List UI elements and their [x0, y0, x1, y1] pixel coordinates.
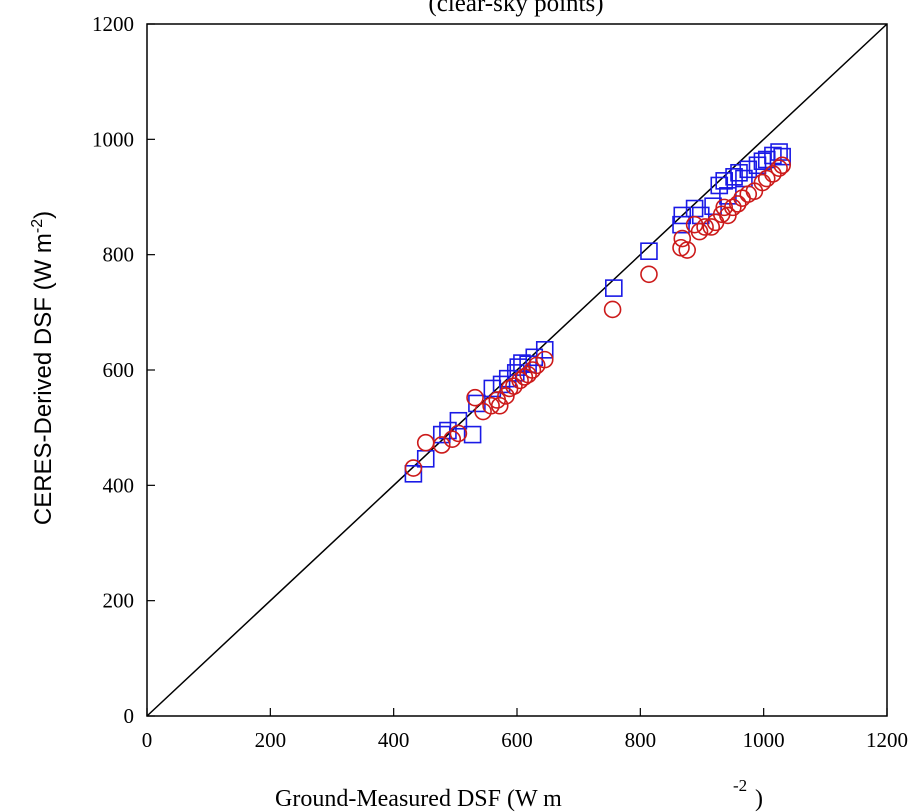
- circle-point: [416, 433, 435, 452]
- x-axis-label-superscript: -2: [733, 776, 747, 795]
- circle-point: [753, 173, 772, 192]
- square-point: [605, 279, 623, 297]
- y-axis-label-text: CERES-Derived DSF (W m-2): [29, 211, 57, 525]
- circle-point: [715, 198, 734, 217]
- circle-point: [482, 396, 500, 415]
- circle-point: [466, 388, 484, 407]
- y-axis-label: CERES-Derived DSF (W m-2): [29, 211, 57, 525]
- x-tick-label: 800: [625, 728, 657, 752]
- circle-point: [678, 241, 697, 259]
- square-point: [439, 421, 457, 440]
- circle-point: [535, 350, 554, 369]
- circle-point: [702, 218, 721, 236]
- circle-point: [640, 265, 658, 284]
- square-point: [748, 156, 767, 175]
- square-point: [483, 379, 502, 398]
- y-tick-label: 600: [103, 358, 135, 382]
- y-tick-label: 1200: [92, 12, 134, 36]
- circle-point: [523, 361, 542, 379]
- x-tick-label: 600: [501, 728, 533, 752]
- square-point: [535, 341, 554, 359]
- x-tick-label: 200: [255, 728, 287, 752]
- y-tick-label: 200: [103, 589, 135, 613]
- circle-point: [757, 169, 776, 188]
- y-tick-label: 0: [124, 704, 135, 728]
- square-point: [753, 152, 772, 171]
- circle-point: [432, 436, 451, 454]
- y-axis-label-main: CERES-Derived DSF (W m: [30, 233, 57, 525]
- circle-point: [673, 229, 692, 248]
- x-axis-label-close: ): [755, 786, 763, 812]
- circle-point: [404, 459, 423, 477]
- square-point: [404, 464, 423, 483]
- y-axis-label-close: ): [30, 211, 57, 219]
- x-tick-label: 0: [142, 728, 153, 752]
- circle-point: [443, 430, 462, 449]
- circle-point: [603, 300, 622, 319]
- one-to-one-line: [146, 23, 888, 717]
- y-tick-label: 400: [103, 473, 135, 497]
- square-point: [519, 355, 537, 374]
- x-axis-label-text: Ground-Measured DSF (W m: [275, 786, 562, 812]
- x-tick-label: 1200: [866, 728, 908, 752]
- square-point: [730, 163, 748, 182]
- circle-point: [773, 156, 791, 175]
- circle-point: [690, 222, 709, 241]
- circle-point: [696, 218, 714, 236]
- circle-point: [770, 159, 788, 177]
- circle-point: [724, 198, 742, 217]
- x-tick-label: 1000: [743, 728, 785, 752]
- square-point: [672, 215, 690, 234]
- circle-point: [505, 377, 523, 395]
- y-tick-label: 800: [103, 243, 135, 267]
- y-axis-label-superscript: -2: [29, 219, 46, 233]
- square-point: [773, 147, 791, 166]
- square-point: [640, 242, 658, 261]
- square-point: [449, 411, 468, 430]
- square-point: [764, 146, 782, 165]
- circle-point: [449, 424, 468, 443]
- circle-point: [728, 195, 747, 213]
- circle-point: [490, 396, 509, 415]
- square-point: [463, 425, 482, 444]
- x-tick-label: 400: [378, 728, 410, 752]
- x-axis-label: Ground-Measured DSF (W m -2 ): [275, 776, 763, 812]
- y-tick-label: 1000: [92, 127, 134, 151]
- chart-title: (clear-sky points): [428, 0, 603, 17]
- square-point: [673, 206, 692, 225]
